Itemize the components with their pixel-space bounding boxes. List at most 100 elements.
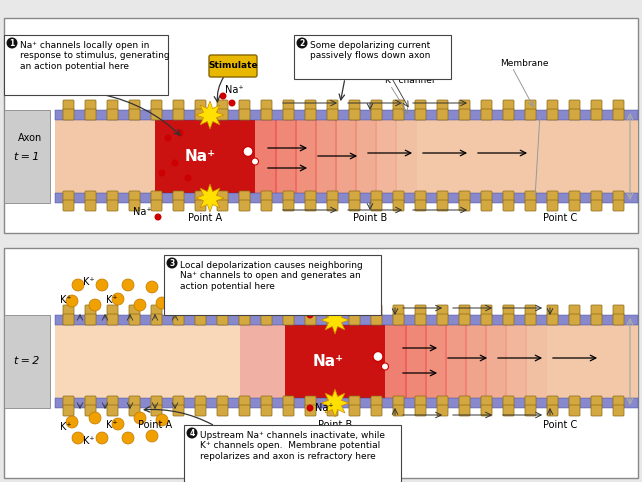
FancyBboxPatch shape xyxy=(173,191,184,202)
FancyBboxPatch shape xyxy=(327,100,338,111)
Text: 1: 1 xyxy=(10,39,15,48)
Circle shape xyxy=(243,147,253,157)
FancyBboxPatch shape xyxy=(195,100,206,111)
Bar xyxy=(385,323,407,400)
FancyBboxPatch shape xyxy=(371,109,382,120)
FancyBboxPatch shape xyxy=(327,405,338,416)
FancyBboxPatch shape xyxy=(503,100,514,111)
FancyBboxPatch shape xyxy=(261,305,272,316)
FancyBboxPatch shape xyxy=(569,405,580,416)
Polygon shape xyxy=(321,306,349,334)
Circle shape xyxy=(186,428,198,439)
FancyBboxPatch shape xyxy=(503,396,514,407)
FancyBboxPatch shape xyxy=(129,314,140,325)
Bar xyxy=(375,118,397,195)
FancyBboxPatch shape xyxy=(327,396,338,407)
FancyBboxPatch shape xyxy=(239,314,250,325)
Text: K⁺: K⁺ xyxy=(60,295,72,305)
Bar xyxy=(255,118,277,195)
Bar xyxy=(355,118,377,195)
Text: Point C: Point C xyxy=(543,420,577,430)
FancyBboxPatch shape xyxy=(613,396,624,407)
Bar xyxy=(55,118,638,195)
FancyBboxPatch shape xyxy=(129,100,140,111)
Text: Na⁺: Na⁺ xyxy=(313,354,343,369)
FancyBboxPatch shape xyxy=(481,314,492,325)
Circle shape xyxy=(184,174,191,182)
FancyBboxPatch shape xyxy=(195,396,206,407)
FancyBboxPatch shape xyxy=(173,396,184,407)
Text: Membrane: Membrane xyxy=(500,59,548,68)
FancyBboxPatch shape xyxy=(415,396,426,407)
FancyBboxPatch shape xyxy=(349,109,360,120)
Circle shape xyxy=(96,279,108,291)
Text: K⁺ channel: K⁺ channel xyxy=(385,76,435,85)
FancyBboxPatch shape xyxy=(151,405,162,416)
FancyBboxPatch shape xyxy=(239,405,250,416)
FancyBboxPatch shape xyxy=(393,200,404,211)
FancyBboxPatch shape xyxy=(437,314,448,325)
Bar xyxy=(4,248,638,478)
FancyBboxPatch shape xyxy=(459,200,470,211)
Bar xyxy=(55,193,638,203)
FancyBboxPatch shape xyxy=(481,100,492,111)
FancyBboxPatch shape xyxy=(569,109,580,120)
FancyBboxPatch shape xyxy=(283,405,294,416)
FancyBboxPatch shape xyxy=(129,109,140,120)
Text: Na⁺ channel: Na⁺ channel xyxy=(385,66,441,75)
FancyBboxPatch shape xyxy=(415,100,426,111)
Text: Local depolarization causes neighboring
Na⁺ channels to open and generates an
ac: Local depolarization causes neighboring … xyxy=(180,261,363,291)
FancyBboxPatch shape xyxy=(305,109,316,120)
Circle shape xyxy=(252,158,259,165)
FancyBboxPatch shape xyxy=(173,200,184,211)
FancyBboxPatch shape xyxy=(525,305,536,316)
FancyBboxPatch shape xyxy=(569,396,580,407)
FancyBboxPatch shape xyxy=(173,405,184,416)
FancyBboxPatch shape xyxy=(591,100,602,111)
Circle shape xyxy=(155,214,162,220)
FancyBboxPatch shape xyxy=(107,191,118,202)
Circle shape xyxy=(146,430,158,442)
FancyBboxPatch shape xyxy=(481,200,492,211)
Circle shape xyxy=(96,432,108,444)
FancyBboxPatch shape xyxy=(63,405,74,416)
FancyBboxPatch shape xyxy=(415,109,426,120)
FancyBboxPatch shape xyxy=(591,405,602,416)
Bar xyxy=(335,118,357,195)
FancyBboxPatch shape xyxy=(349,305,360,316)
FancyBboxPatch shape xyxy=(294,35,451,79)
Text: Some depolarizing current
passively flows down axon: Some depolarizing current passively flow… xyxy=(310,41,430,60)
FancyBboxPatch shape xyxy=(195,191,206,202)
FancyBboxPatch shape xyxy=(217,100,228,111)
FancyBboxPatch shape xyxy=(195,109,206,120)
Circle shape xyxy=(159,170,166,176)
FancyBboxPatch shape xyxy=(613,200,624,211)
Circle shape xyxy=(166,257,177,268)
FancyBboxPatch shape xyxy=(195,314,206,325)
FancyBboxPatch shape xyxy=(305,396,316,407)
Bar xyxy=(55,315,638,325)
Text: 3: 3 xyxy=(169,258,175,268)
FancyBboxPatch shape xyxy=(459,191,470,202)
FancyBboxPatch shape xyxy=(209,55,257,77)
Circle shape xyxy=(220,93,227,99)
FancyBboxPatch shape xyxy=(349,405,360,416)
FancyBboxPatch shape xyxy=(63,191,74,202)
FancyBboxPatch shape xyxy=(305,100,316,111)
FancyBboxPatch shape xyxy=(85,191,96,202)
FancyBboxPatch shape xyxy=(4,35,168,95)
FancyBboxPatch shape xyxy=(107,109,118,120)
FancyBboxPatch shape xyxy=(151,191,162,202)
FancyBboxPatch shape xyxy=(393,191,404,202)
FancyBboxPatch shape xyxy=(129,396,140,407)
FancyBboxPatch shape xyxy=(613,100,624,111)
Text: Na⁺: Na⁺ xyxy=(184,149,216,164)
FancyBboxPatch shape xyxy=(327,314,338,325)
FancyBboxPatch shape xyxy=(525,405,536,416)
FancyBboxPatch shape xyxy=(613,314,624,325)
Text: K⁺: K⁺ xyxy=(83,277,95,287)
FancyBboxPatch shape xyxy=(503,305,514,316)
FancyBboxPatch shape xyxy=(613,191,624,202)
FancyBboxPatch shape xyxy=(371,305,382,316)
FancyBboxPatch shape xyxy=(371,191,382,202)
